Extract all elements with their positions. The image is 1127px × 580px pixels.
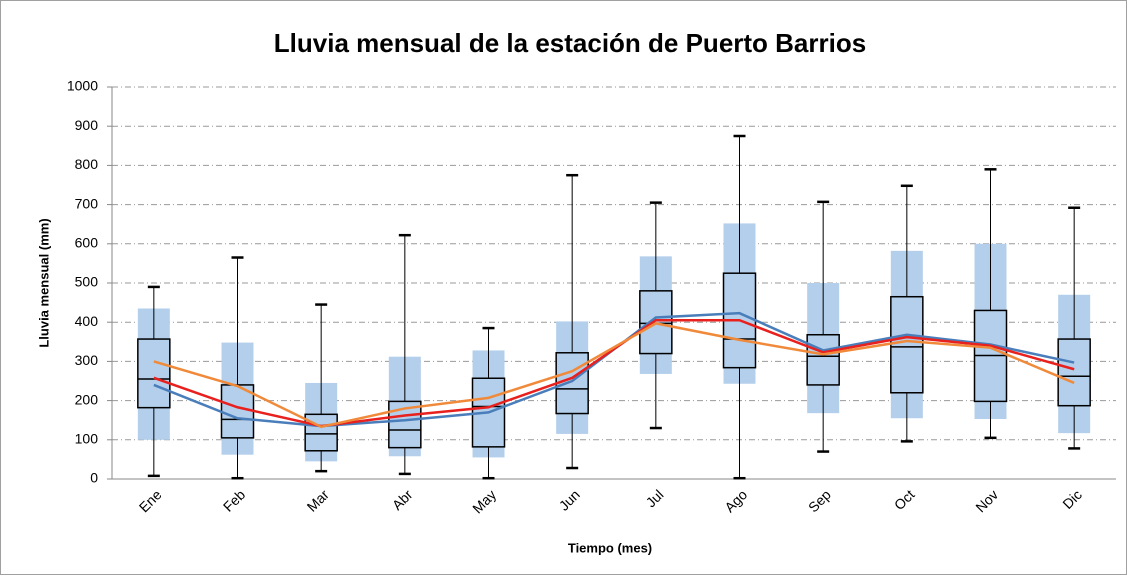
y-tick-label: 0: [90, 470, 98, 486]
y-tick-label: 800: [75, 156, 99, 172]
y-tick-label: 600: [75, 235, 99, 251]
x-axis-title: Tiempo (mes): [568, 540, 652, 555]
y-tick-label: 200: [75, 391, 99, 407]
y-tick-label: 100: [75, 431, 99, 447]
y-tick-label: 700: [75, 195, 99, 211]
box: [388, 400, 422, 449]
box: [471, 377, 506, 448]
y-tick-label: 1000: [67, 78, 98, 94]
box: [639, 290, 673, 355]
box: [806, 333, 840, 386]
y-tick-label: 900: [75, 117, 99, 133]
box: [137, 338, 171, 409]
series-line: [153, 318, 1075, 428]
chart-title: Lluvia mensual de la estación de Puerto …: [274, 28, 866, 58]
box: [1057, 338, 1091, 407]
y-tick-label: 400: [75, 313, 99, 329]
y-tick-label: 300: [75, 352, 99, 368]
y-axis-title: Lluvia mensual (mm): [36, 218, 51, 347]
y-tick-label: 500: [75, 274, 99, 290]
series-line: [153, 322, 1075, 429]
box: [304, 413, 338, 452]
